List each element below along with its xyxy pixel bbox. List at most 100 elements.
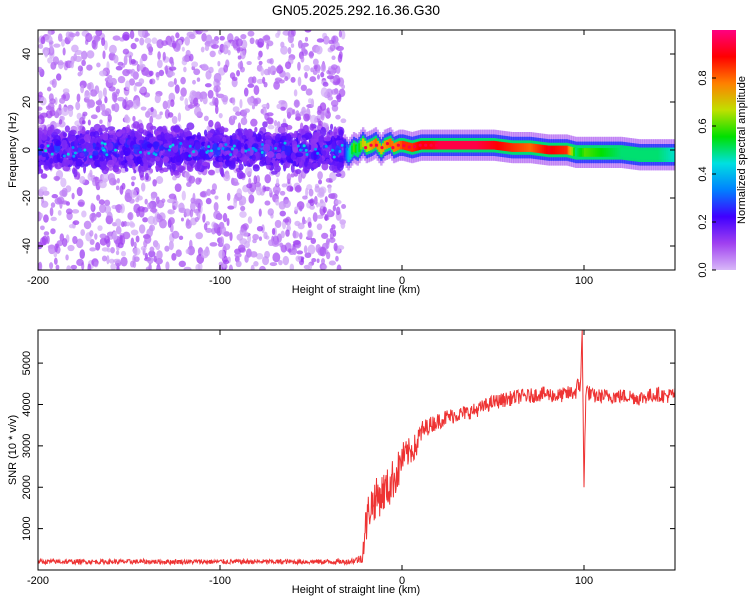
noise-speckle — [168, 217, 175, 225]
signal-cell — [618, 148, 621, 157]
noise-speckle — [203, 115, 209, 122]
noise-speckle — [235, 38, 243, 47]
noise-speckle — [308, 50, 314, 59]
noise-bright-cell — [232, 144, 236, 148]
noise-band-cell — [113, 134, 117, 140]
noise-bright-cell — [103, 142, 107, 146]
noise-speckle — [195, 208, 199, 216]
signal-cell — [432, 140, 436, 150]
noise-band-cell — [222, 136, 227, 143]
noise-speckle — [247, 216, 253, 224]
noise-speckle — [317, 171, 323, 180]
noise-speckle — [264, 200, 271, 206]
noise-speckle — [226, 218, 230, 226]
noise-speckle — [56, 196, 65, 205]
noise-speckle — [41, 235, 48, 246]
snr-xlabel: Height of straight line (km) — [292, 584, 420, 596]
signal-cell — [645, 150, 649, 160]
noise-speckle — [171, 230, 180, 239]
noise-speckle — [199, 94, 204, 103]
noise-speckle — [313, 195, 318, 205]
noise-speckle — [152, 179, 157, 187]
noise-band-cell — [62, 132, 68, 138]
noise-speckle — [47, 102, 55, 110]
noise-speckle — [39, 186, 48, 192]
y-tick-label: 5000 — [21, 351, 33, 375]
noise-speckle — [338, 30, 342, 38]
noise-speckle — [237, 55, 242, 60]
signal-cell — [354, 144, 358, 154]
noise-band-cell — [206, 162, 210, 170]
y-tick-label: 0 — [21, 147, 33, 153]
noise-band-cell — [133, 169, 137, 174]
signal-cell — [443, 140, 447, 150]
noise-speckle — [311, 257, 317, 263]
noise-speckle — [307, 262, 313, 270]
signal-cell — [654, 150, 658, 160]
snr-axes: -200 -100 0 100 1000 2000 3000 4000 5000 — [21, 330, 675, 587]
colorbar-gradient — [712, 30, 736, 270]
noise-speckle — [76, 238, 84, 249]
noise-band-cell — [132, 162, 136, 171]
noise-speckle — [43, 231, 50, 236]
noise-speckle — [260, 191, 265, 196]
noise-speckle — [102, 87, 107, 98]
noise-band-cell — [124, 167, 129, 172]
noise-speckle — [120, 250, 127, 257]
noise-speckle — [250, 264, 255, 270]
noise-band-cell — [186, 122, 195, 130]
noise-band-cell — [114, 142, 119, 148]
noise-speckle — [42, 46, 50, 56]
noise-speckle — [207, 89, 214, 99]
noise-speckle — [86, 50, 95, 59]
noise-speckle — [150, 194, 156, 200]
noise-bright-cell — [302, 144, 306, 148]
noise-bright-cell — [72, 154, 76, 158]
signal-cell — [514, 143, 518, 152]
noise-speckle — [312, 69, 318, 76]
noise-speckle — [146, 43, 152, 50]
noise-speckle — [236, 233, 244, 241]
noise-speckle — [304, 252, 312, 259]
noise-speckle — [287, 248, 292, 253]
signal-cell — [596, 148, 600, 157]
signal-cell — [554, 145, 558, 155]
noise-speckle — [319, 102, 327, 111]
noise-speckle — [212, 96, 216, 106]
noise-band-cell — [56, 152, 61, 162]
noise-speckle — [219, 225, 227, 235]
noise-speckle — [287, 47, 292, 55]
signal-cell — [500, 141, 503, 151]
noise-speckle — [244, 254, 249, 263]
noise-speckle — [246, 61, 252, 66]
noise-speckle — [255, 253, 264, 260]
noise-band-cell — [224, 135, 231, 146]
noise-speckle — [275, 178, 280, 186]
noise-speckle — [330, 88, 339, 95]
noise-speckle — [53, 175, 61, 181]
y-tick-label: 2000 — [21, 475, 33, 499]
noise-speckle — [171, 116, 178, 125]
noise-speckle — [300, 84, 308, 92]
noise-speckle — [325, 177, 333, 183]
noise-speckle — [279, 210, 287, 217]
noise-band-cell — [338, 129, 344, 138]
noise-speckle — [253, 98, 259, 107]
noise-speckle — [141, 182, 146, 192]
noise-band-cell — [98, 127, 103, 133]
noise-bright-cell — [207, 145, 211, 149]
signal-cell — [578, 148, 581, 157]
noise-speckle — [217, 213, 223, 221]
noise-speckle — [130, 229, 139, 236]
signal-cell — [363, 140, 367, 150]
noise-speckle — [246, 183, 253, 189]
signal-peak — [407, 145, 411, 149]
noise-speckle — [128, 198, 135, 204]
noise-speckle — [329, 44, 336, 52]
noise-speckle — [256, 78, 264, 84]
noise-speckle — [222, 259, 230, 265]
noise-speckle — [135, 235, 140, 243]
noise-speckle — [327, 185, 332, 194]
signal-cell — [476, 140, 480, 150]
noise-band-cell — [300, 137, 307, 143]
